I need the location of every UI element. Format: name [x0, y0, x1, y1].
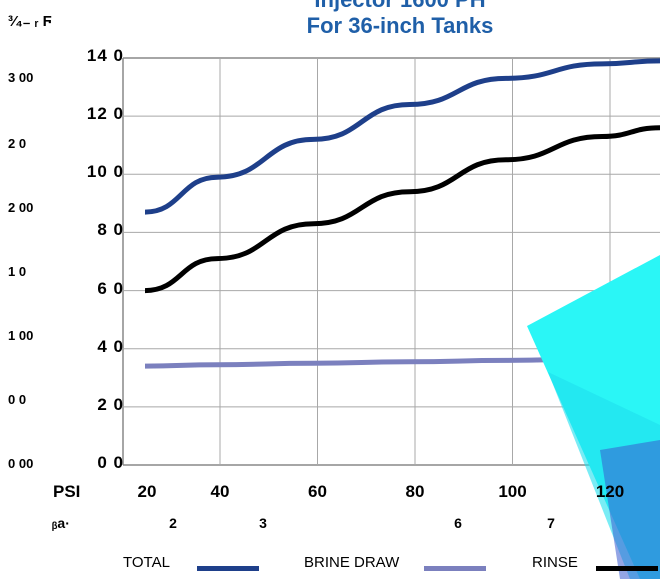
x-tick-label: 20 [137, 482, 157, 501]
legend-label-total: TOTAL [123, 554, 170, 571]
y-tick-label: 2 0 [97, 394, 124, 414]
legend-label-rinse: RINSE [532, 554, 578, 571]
left-axis-label: 1 00 [8, 328, 34, 343]
legend-swatch-total [197, 566, 259, 571]
legend-swatch-rinse [596, 566, 658, 571]
y-tick-label: 12 0 [86, 104, 124, 124]
left-axis-label: 0 0 [8, 392, 27, 407]
left-axis-label: 1 0 [8, 264, 27, 279]
x-tick-label: 60 [308, 482, 327, 501]
bottom-prefix-label: ᵦa· [52, 515, 70, 531]
left-axis-label: 2 0 [8, 136, 27, 151]
corner-label: ³⁄₄₋ ᵣ Ϝ [8, 13, 52, 30]
bottom-number: 6 [454, 515, 462, 531]
legend-swatch-brine [424, 566, 486, 571]
legend-label-brine: BRINE DRAW [304, 554, 400, 571]
x-tick-label: 40 [210, 482, 230, 501]
bottom-number: 7 [547, 515, 555, 531]
y-tick-label: 4 0 [97, 336, 124, 356]
chart-title-line1: Injector 1600 PH [250, 0, 550, 13]
y-tick-label: 14 0 [86, 46, 124, 65]
left-axis-label: 0 00 [8, 456, 34, 471]
bottom-number: 2 [169, 515, 177, 531]
left-axis-label: 3 00 [8, 70, 34, 85]
series-line-total [144, 58, 660, 215]
series-line-rinse [144, 125, 660, 294]
chart-title-line2: For 36-inch Tanks [306, 13, 494, 38]
x-tick-label: 120 [595, 482, 625, 501]
x-tick-label: 80 [405, 482, 425, 501]
x-axis-label: PSI [53, 482, 81, 501]
left-axis-label: 2 00 [8, 200, 34, 215]
y-tick-label: 8 0 [97, 220, 124, 240]
x-tick-label: 100 [498, 482, 527, 501]
y-tick-label: 10 0 [86, 162, 124, 182]
y-tick-label: 0 0 [97, 453, 124, 472]
y-tick-label: 6 0 [97, 278, 124, 298]
cyan-overlay-artifact [527, 255, 660, 579]
bottom-number: 3 [259, 515, 267, 531]
